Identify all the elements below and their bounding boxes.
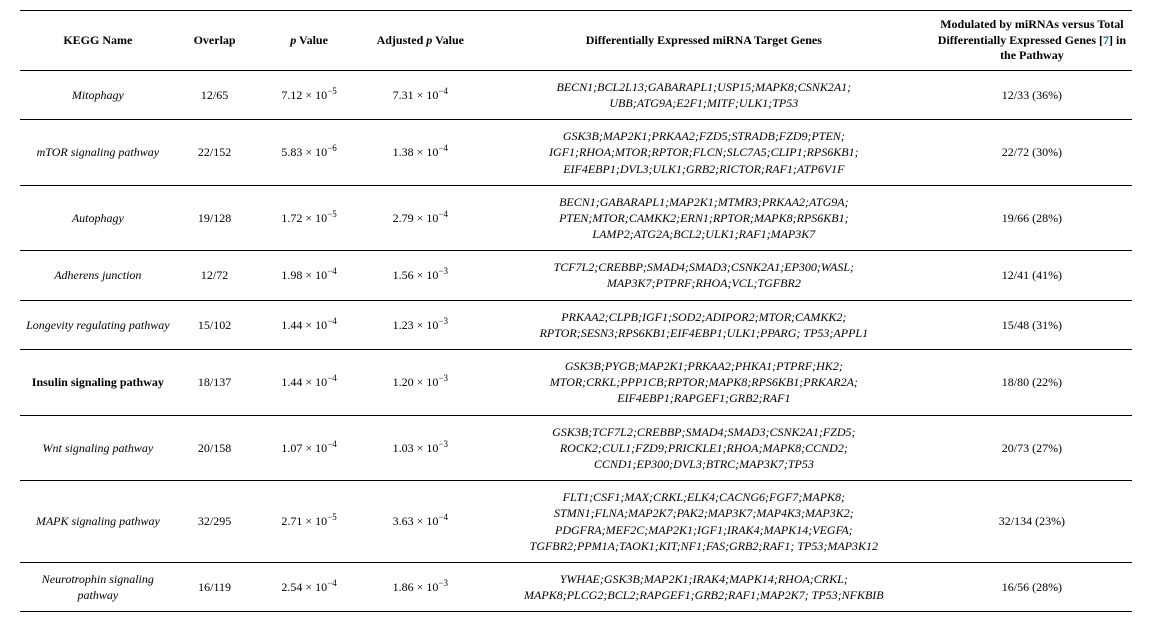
cell-overlap: 12/72 [176, 251, 254, 300]
cell-adj-p-value: 1.03 × 10−3 [365, 415, 476, 481]
cell-adj-p-value: 1.86 × 10−3 [365, 562, 476, 611]
cell-kegg-name: Adherens junction [20, 251, 176, 300]
cell-p-value: 2.54 × 10−4 [254, 562, 365, 611]
header-overlap: Overlap [176, 11, 254, 71]
cell-kegg-name: Wnt signaling pathway [20, 415, 176, 481]
cell-target-genes: GSK3B;PYGB;MAP2K1;PRKAA2;PHKA1;PTPRF;HK2… [476, 350, 932, 416]
cell-adj-p-value: 1.20 × 10−3 [365, 350, 476, 416]
cell-overlap: 18/137 [176, 350, 254, 416]
header-adjpval-pre: Adjusted [377, 33, 427, 47]
table-row: mTOR signaling pathway22/1525.83 × 10−61… [20, 120, 1132, 186]
cell-overlap: 16/119 [176, 562, 254, 611]
cell-target-genes: GSK3B;MAP2K1;PRKAA2;FZD5;STRADB;FZD9;PTE… [476, 120, 932, 186]
cell-overlap: 19/128 [176, 185, 254, 251]
cell-p-value: 1.07 × 10−4 [254, 415, 365, 481]
cell-target-genes: TCF7L2;CREBBP;SMAD4;SMAD3;CSNK2A1;EP300;… [476, 251, 932, 300]
cell-p-value: 7.12 × 10−5 [254, 70, 365, 119]
cell-target-genes: FLT1;CSF1;MAX;CRKL;ELK4;CACNG6;FGF7;MAPK… [476, 481, 932, 563]
table-header-row: KEGG Name Overlap p Value Adjusted p Val… [20, 11, 1132, 71]
table-row: Wnt signaling pathway20/1581.07 × 10−41.… [20, 415, 1132, 481]
table-row: Mitophagy12/657.12 × 10−57.31 × 10−4BECN… [20, 70, 1132, 119]
table-row: Longevity regulating pathway15/1021.44 ×… [20, 300, 1132, 349]
cell-adj-p-value: 1.56 × 10−3 [365, 251, 476, 300]
cell-overlap: 32/295 [176, 481, 254, 563]
cell-p-value: 1.44 × 10−4 [254, 350, 365, 416]
cell-kegg-name: Insulin signaling pathway [20, 350, 176, 416]
table-row: Autophagy19/1281.72 × 10−52.79 × 10−4BEC… [20, 185, 1132, 251]
cell-kegg-name: Neurotrophin signaling pathway [20, 562, 176, 611]
cell-p-value: 2.71 × 10−5 [254, 481, 365, 563]
cell-adj-p-value: 1.38 × 10−4 [365, 120, 476, 186]
cell-target-genes: PRKAA2;CLPB;IGF1;SOD2;ADIPOR2;MTOR;CAMKK… [476, 300, 932, 349]
header-pval: p Value [254, 11, 365, 71]
cell-modulated: 16/56 (28%) [932, 562, 1132, 611]
cell-target-genes: GSK3B;TCF7L2;CREBBP;SMAD4;SMAD3;CSNK2A1;… [476, 415, 932, 481]
cell-adj-p-value: 7.31 × 10−4 [365, 70, 476, 119]
cell-overlap: 15/102 [176, 300, 254, 349]
table-row: Neurotrophin signaling pathway16/1192.54… [20, 562, 1132, 611]
cell-adj-p-value: 2.79 × 10−4 [365, 185, 476, 251]
cell-target-genes: BECN1;BCL2L13;GABARAPL1;USP15;MAPK8;CSNK… [476, 70, 932, 119]
cell-adj-p-value: 1.23 × 10−3 [365, 300, 476, 349]
cell-modulated: 15/48 (31%) [932, 300, 1132, 349]
cell-kegg-name: Mitophagy [20, 70, 176, 119]
cell-modulated: 18/80 (22%) [932, 350, 1132, 416]
cell-target-genes: BECN1;GABARAPL1;MAP2K1;MTMR3;PRKAA2;ATG9… [476, 185, 932, 251]
cell-p-value: 1.98 × 10−4 [254, 251, 365, 300]
cell-kegg-name: MAPK signaling pathway [20, 481, 176, 563]
cell-p-value: 1.44 × 10−4 [254, 300, 365, 349]
header-adjpval: Adjusted p Value [365, 11, 476, 71]
cell-p-value: 1.72 × 10−5 [254, 185, 365, 251]
cell-overlap: 12/65 [176, 70, 254, 119]
header-genes: Differentially Expressed miRNA Target Ge… [476, 11, 932, 71]
cell-kegg-name: Longevity regulating pathway [20, 300, 176, 349]
table-row: Adherens junction12/721.98 × 10−41.56 × … [20, 251, 1132, 300]
header-kegg: KEGG Name [20, 11, 176, 71]
cell-overlap: 20/158 [176, 415, 254, 481]
cell-target-genes: YWHAE;GSK3B;MAP2K1;IRAK4;MAPK14;RHOA;CRK… [476, 562, 932, 611]
cell-kegg-name: Autophagy [20, 185, 176, 251]
header-adjpval-post: Value [432, 33, 464, 47]
cell-kegg-name: mTOR signaling pathway [20, 120, 176, 186]
cell-modulated: 19/66 (28%) [932, 185, 1132, 251]
cell-modulated: 32/134 (23%) [932, 481, 1132, 563]
header-mod-pre: Modulated by miRNAs versus Total Differe… [938, 17, 1124, 47]
cell-adj-p-value: 3.63 × 10−4 [365, 481, 476, 563]
header-pval-text: Value [296, 33, 328, 47]
cell-p-value: 5.83 × 10−6 [254, 120, 365, 186]
cell-modulated: 12/41 (41%) [932, 251, 1132, 300]
table-row: MAPK signaling pathway32/2952.71 × 10−53… [20, 481, 1132, 563]
header-modulated: Modulated by miRNAs versus Total Differe… [932, 11, 1132, 71]
cell-modulated: 20/73 (27%) [932, 415, 1132, 481]
cell-modulated: 22/72 (30%) [932, 120, 1132, 186]
cell-modulated: 12/33 (36%) [932, 70, 1132, 119]
kegg-pathway-table: KEGG Name Overlap p Value Adjusted p Val… [20, 10, 1132, 612]
table-row: Insulin signaling pathway18/1371.44 × 10… [20, 350, 1132, 416]
cell-overlap: 22/152 [176, 120, 254, 186]
